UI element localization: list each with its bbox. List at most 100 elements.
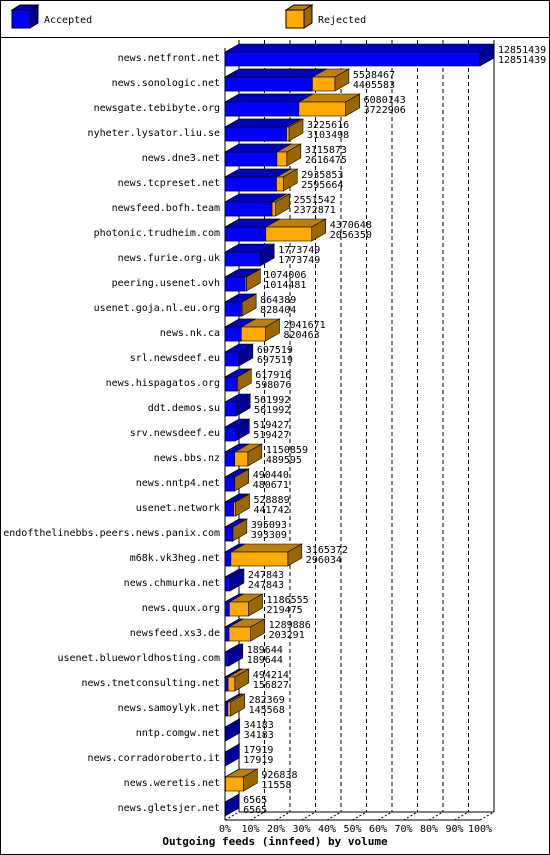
floor-tick (301, 811, 316, 821)
floor-tick (454, 811, 469, 821)
value-label-accepted: 1773749 (278, 255, 320, 266)
bar-accepted-top (223, 118, 302, 128)
bar-accepted (223, 718, 241, 742)
value-label-rejected: 5538467 (353, 70, 395, 81)
y-tick-label: usenet.blueworldhosting.com (57, 653, 220, 664)
bar-rejected-front (224, 776, 244, 792)
value-label-accepted: 6565 (243, 805, 267, 816)
bar-accepted-front (224, 576, 231, 592)
value-label-accepted: 156827 (253, 680, 289, 691)
value-label-accepted: 828404 (260, 305, 296, 316)
bar-accepted-front (224, 651, 230, 667)
bar-accepted (223, 618, 245, 642)
x-tick-label: 50% (343, 824, 361, 835)
value-label-rejected: 3165372 (306, 545, 348, 556)
bar-accepted (223, 218, 281, 242)
bar-accepted-front (224, 351, 240, 367)
bar-accepted (223, 168, 292, 192)
bar-accepted (223, 343, 254, 367)
bar-accepted-front (224, 601, 230, 617)
bar-accepted (223, 193, 288, 217)
floor-tick (224, 811, 240, 821)
y-tick-label: usenet.network (136, 503, 220, 514)
bar-accepted-front (224, 776, 226, 792)
chart-title: Outgoing feeds (innfeed) by volume (162, 835, 388, 848)
bar-accepted-front (224, 526, 234, 542)
value-label-accepted: 697519 (257, 355, 293, 366)
value-label-rejected: 494214 (253, 670, 289, 681)
bar-accepted (223, 743, 241, 767)
y-tick-label: nntp.comgw.net (136, 728, 220, 739)
y-tick-label: news.weretis.net (124, 778, 220, 789)
value-label-rejected: 519427 (253, 420, 289, 431)
bar-accepted-front (224, 51, 481, 67)
bar-accepted-front (224, 476, 235, 492)
bar-accepted (223, 568, 246, 592)
value-label-rejected: 490440 (253, 470, 289, 481)
bar-accepted-front (224, 251, 261, 267)
y-tick-label: srl.newsdeef.eu (130, 353, 220, 364)
value-label-accepted: 11558 (261, 780, 291, 791)
bar-accepted (223, 768, 241, 792)
x-tick-label: 0% (219, 824, 231, 835)
bar-rejected (223, 593, 264, 617)
value-label-accepted: 519427 (253, 430, 289, 441)
y-tick-label: news.chmurka.net (124, 578, 220, 589)
x-tick-label: 80% (420, 824, 438, 835)
bar-accepted (223, 543, 247, 567)
value-label-rejected: 6080143 (364, 95, 406, 106)
value-label-rejected: 247843 (248, 570, 284, 581)
x-tick-label: 100% (468, 824, 492, 835)
bar-accepted (223, 243, 276, 267)
bar-accepted-top (223, 68, 328, 78)
bar-rejected-front (224, 551, 289, 567)
value-label-accepted: 189644 (247, 655, 283, 666)
bar-accepted (223, 143, 293, 167)
bar-accepted-front (224, 551, 232, 567)
bar-accepted (223, 293, 257, 317)
floor-tick (275, 811, 291, 821)
floor-tick (377, 811, 393, 821)
value-label-accepted: 2616475 (305, 155, 347, 166)
value-label-accepted: 296034 (306, 555, 342, 566)
bar-accepted (223, 793, 241, 817)
bar-accepted (223, 118, 302, 142)
value-label-rejected: 1289886 (269, 620, 311, 631)
value-label-rejected: 697519 (257, 345, 293, 356)
bar-accepted-front (224, 201, 273, 217)
bar-accepted-front (224, 326, 242, 342)
bar-accepted-front (224, 726, 226, 742)
value-label-rejected: 561992 (254, 395, 290, 406)
value-label-accepted: 145568 (249, 705, 285, 716)
floor-tick (326, 811, 342, 821)
y-tick-label: news.netfront.net (118, 53, 220, 64)
value-label-accepted: 1014481 (264, 280, 306, 291)
y-tick-label: news.nk.ca (160, 328, 220, 339)
y-tick-label: news.gletsjer.net (118, 803, 220, 814)
value-label-rejected: 2935853 (301, 170, 343, 181)
y-tick-label: srv.newsdeef.eu (130, 428, 220, 439)
value-label-rejected: 926838 (261, 770, 297, 781)
legend-swatch (10, 4, 40, 29)
value-label-accepted: 820463 (284, 330, 320, 341)
y-tick-label: nyheter.lysator.liu.se (88, 128, 220, 139)
bar-accepted-front (224, 126, 287, 142)
y-tick-label: news.dne3.net (142, 153, 220, 164)
value-label-accepted: 3722906 (364, 105, 406, 116)
bar-accepted-front (224, 151, 278, 167)
value-label-rejected: 12851439 (498, 45, 546, 56)
value-label-accepted: 598076 (255, 380, 291, 391)
value-label-rejected: 3225616 (307, 120, 349, 131)
bar-accepted (223, 518, 248, 542)
legend-swatch (284, 4, 314, 29)
y-tick-label: newsgate.tebibyte.org (94, 103, 220, 114)
y-tick-label: photonic.trudheim.com (94, 228, 220, 239)
y-tick-label: news.hispagatos.org (106, 378, 220, 389)
bar-accepted-front (224, 76, 313, 92)
value-label-rejected: 3115873 (305, 145, 347, 156)
value-label-accepted: 2056350 (330, 230, 372, 241)
bar-accepted-front (224, 101, 300, 117)
bar-accepted-front (224, 676, 229, 692)
y-tick-label: news.quux.org (142, 603, 220, 614)
